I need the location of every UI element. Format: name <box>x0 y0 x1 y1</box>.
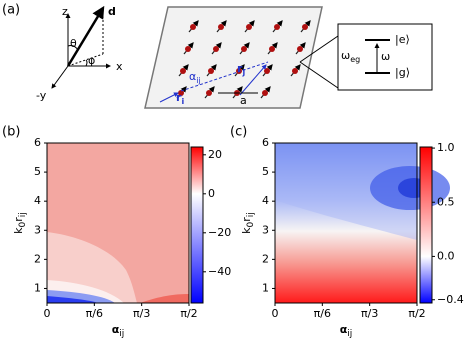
dipole-atom <box>185 46 191 52</box>
colorbar <box>190 146 204 304</box>
x-tick-label: π/3 <box>133 307 150 320</box>
dipole-atom <box>264 68 270 74</box>
colorbar-tick-label: −40 <box>208 265 231 278</box>
axis-label: -y <box>36 89 47 102</box>
rj-label: rj <box>237 62 245 77</box>
y-tick-label: 3 <box>34 223 41 236</box>
y-tick-label: 1 <box>262 281 269 294</box>
dipole-atom <box>180 68 186 74</box>
y-label-k: k <box>12 227 25 234</box>
omega: ω <box>381 50 390 63</box>
y-tick-label: 2 <box>34 252 41 265</box>
x-tick-label: π/2 <box>408 307 425 320</box>
dipole-atom <box>190 24 196 30</box>
axis-label: x <box>116 60 123 73</box>
angle-label: θ <box>70 37 77 50</box>
dipole-atom <box>274 24 280 30</box>
ri-arrow <box>159 92 179 103</box>
state-e: |e⟩ <box>395 33 410 46</box>
y-tick-label: 5 <box>262 165 269 178</box>
y-tick-label: 6 <box>34 136 41 149</box>
dipole-atom <box>241 46 247 52</box>
x-axis-label: αij <box>112 323 125 339</box>
colorbar-tick-label: 0.5 <box>437 195 455 208</box>
y-tick-label: 1 <box>34 281 41 294</box>
x-axis-label: αij <box>340 323 353 339</box>
plot-frame <box>274 142 418 304</box>
y-tick-label: 5 <box>34 165 41 178</box>
dipole-atom <box>292 68 298 74</box>
x-label-main: α <box>112 323 120 336</box>
y-label-k: k <box>240 227 253 234</box>
dipole-atom <box>213 46 219 52</box>
dipole-atom <box>269 46 275 52</box>
level-box <box>337 23 433 91</box>
panel-label: (c) <box>230 125 247 140</box>
y-tick-label: 6 <box>262 136 269 149</box>
dipole-atom <box>208 68 214 74</box>
axes-sketch <box>51 5 111 89</box>
y-label-r: r <box>12 217 25 222</box>
dipole-atom <box>262 90 268 96</box>
colorbar-tick-label: −0.4 <box>437 293 464 306</box>
y-tick-label: 4 <box>262 194 269 207</box>
x-label-sub: ij <box>119 329 124 339</box>
x-tick-label: π/6 <box>314 307 331 320</box>
y-tick-label: 4 <box>34 194 41 207</box>
dipole-atom <box>178 90 184 96</box>
dipole-atom <box>218 24 224 30</box>
y-label-k-sub: 0 <box>246 221 256 227</box>
vector-label: d <box>108 5 116 18</box>
x-label-main: α <box>340 323 348 336</box>
y-label-r: r <box>240 217 253 222</box>
panel-label: (b) <box>2 125 20 140</box>
panel-label: (a) <box>2 3 20 18</box>
state-g: |g⟩ <box>395 66 410 79</box>
y-axis-label: k0rij <box>240 212 256 234</box>
dipole-atom <box>297 46 303 52</box>
x-tick-label: π/3 <box>361 307 378 320</box>
colorbar <box>419 146 433 304</box>
y-label-r-sub: ij <box>246 212 256 217</box>
y-tick-label: 2 <box>262 252 269 265</box>
angle-label: φ <box>88 54 95 67</box>
colorbar-tick-label: 1.0 <box>437 141 455 154</box>
lattice-plane <box>144 6 323 109</box>
contour-fill <box>47 143 450 303</box>
plot-frame <box>46 142 190 304</box>
x-tick-label: 0 <box>44 307 51 320</box>
dipole-atom <box>302 24 308 30</box>
colorbar-tick-label: 0 <box>208 187 215 200</box>
dipole-atom <box>206 90 212 96</box>
callout-line <box>299 61 339 89</box>
x-tick-label: π/2 <box>180 307 197 320</box>
dipole-atom <box>246 24 252 30</box>
y-axis-label: k0rij <box>12 212 28 234</box>
ri-label: ri <box>176 91 184 106</box>
alpha-label: αij <box>189 70 201 85</box>
rij-line <box>180 61 269 92</box>
y-tick-label: 3 <box>262 223 269 236</box>
dipole-array <box>176 20 311 99</box>
x-tick-label: π/6 <box>86 307 103 320</box>
colorbar-tick-label: 20 <box>208 148 222 161</box>
omega-eg: ωeg <box>341 49 360 64</box>
rj-arrow <box>239 64 267 96</box>
x-tick-label: 0 <box>272 307 279 320</box>
dipole-atom <box>236 68 242 74</box>
x-label-sub: ij <box>347 329 352 339</box>
callout-line <box>299 35 339 63</box>
spacing-label: a <box>240 94 247 107</box>
colorbar-tick-label: 0.0 <box>437 249 455 262</box>
y-label-k-sub: 0 <box>18 221 28 227</box>
colorbar-tick-label: −20 <box>208 226 231 239</box>
y-label-r-sub: ij <box>18 212 28 217</box>
axis-label: z <box>62 5 68 18</box>
